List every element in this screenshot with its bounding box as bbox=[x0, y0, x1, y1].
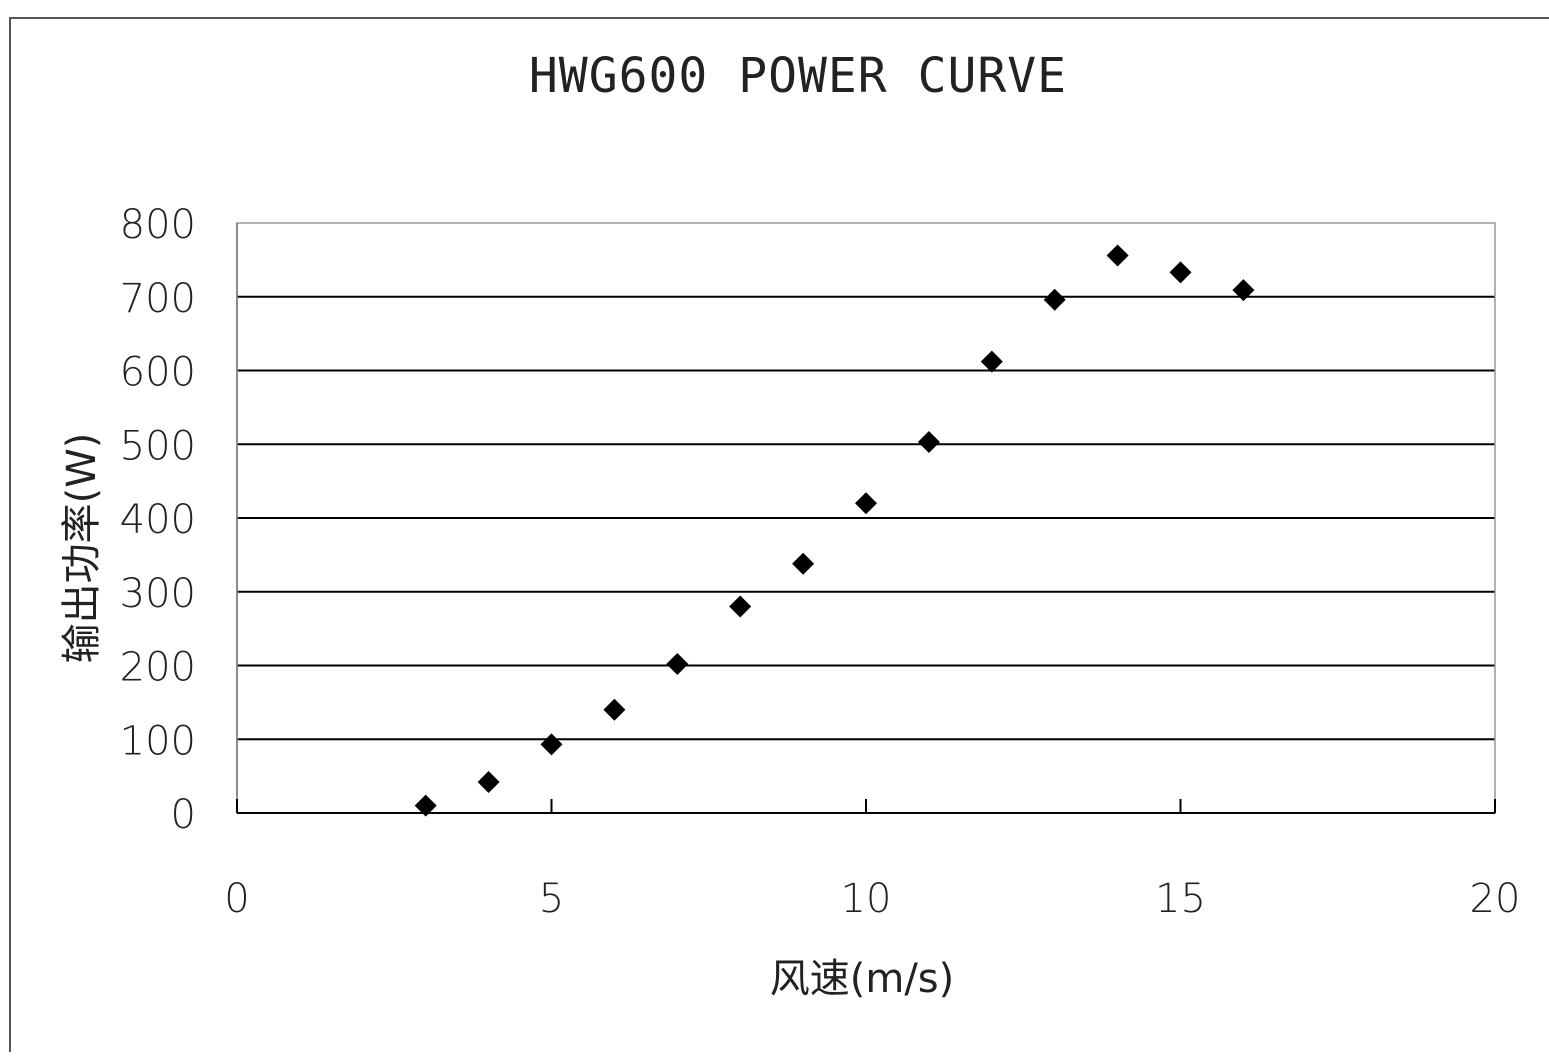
gridlines bbox=[237, 295, 1495, 741]
chart-border bbox=[9, 17, 1549, 1056]
data-point bbox=[1043, 288, 1066, 311]
data-point bbox=[477, 771, 500, 794]
y-tick-label-100: 100 bbox=[120, 718, 196, 764]
x-tick-label-0: 0 bbox=[224, 876, 249, 922]
data-point bbox=[729, 595, 752, 618]
x-tick-label-20: 20 bbox=[1470, 876, 1521, 922]
x-tick-label-15: 15 bbox=[1155, 876, 1206, 922]
data-points bbox=[414, 244, 1255, 817]
y-tick-label-700: 700 bbox=[120, 276, 196, 322]
x-axis-label: 风速(m/s) bbox=[770, 956, 955, 1002]
data-point bbox=[1106, 244, 1129, 267]
data-point bbox=[1169, 261, 1192, 284]
data-point bbox=[603, 698, 626, 721]
y-axis-label: 输出功率(W) bbox=[59, 433, 105, 664]
x-tick-labels: 0 5 10 15 20 bbox=[224, 876, 1520, 922]
axes bbox=[236, 223, 1496, 814]
data-point bbox=[855, 492, 877, 515]
data-point bbox=[792, 552, 815, 575]
x-tick-label-10: 10 bbox=[841, 876, 892, 922]
y-tick-labels: 0 100 200 300 400 500 600 700 800 bbox=[120, 202, 196, 838]
y-tick-label-400: 400 bbox=[120, 497, 196, 543]
y-tick-label-800: 800 bbox=[120, 202, 196, 248]
chart-title: HWG600 POWER CURVE bbox=[529, 48, 1067, 104]
data-point bbox=[980, 350, 1003, 373]
y-tick-label-200: 200 bbox=[120, 645, 196, 691]
data-point bbox=[666, 653, 689, 676]
x-tick-label-5: 5 bbox=[539, 876, 564, 922]
y-tick-label-300: 300 bbox=[120, 571, 196, 617]
data-point bbox=[414, 794, 437, 817]
data-point bbox=[540, 733, 563, 756]
y-tick-label-0: 0 bbox=[171, 792, 196, 838]
y-tick-label-600: 600 bbox=[120, 350, 196, 396]
y-tick-label-500: 500 bbox=[120, 423, 196, 469]
data-point bbox=[1232, 279, 1255, 302]
data-point bbox=[917, 431, 940, 454]
